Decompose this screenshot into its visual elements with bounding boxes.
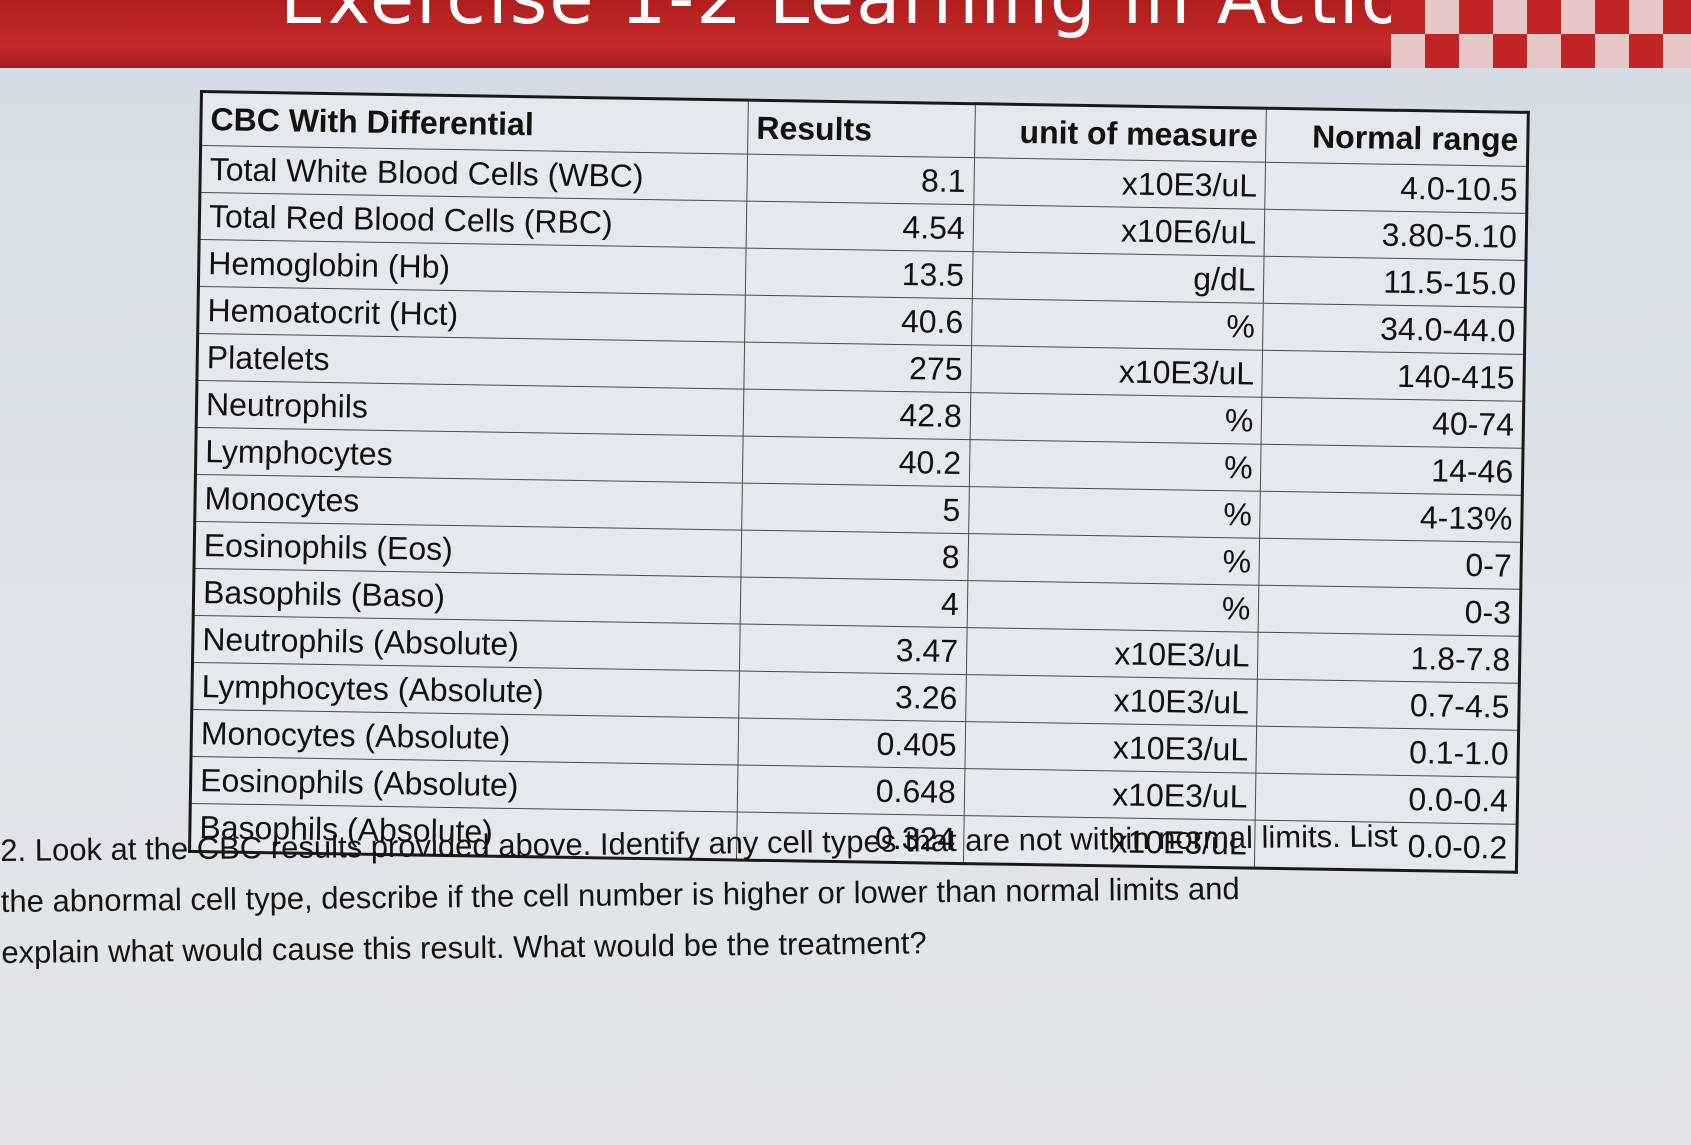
- row-normal-range: 34.0-44.0: [1262, 303, 1526, 355]
- row-test-name: Total White Blood Cells (WBC): [199, 145, 748, 202]
- row-result: 275: [743, 342, 972, 393]
- row-normal-range: 0.1-1.0: [1256, 726, 1519, 778]
- row-unit: x10E3/uL: [966, 627, 1259, 680]
- cbc-table: CBC With Differential Results unit of me…: [188, 90, 1530, 874]
- row-unit: x10E6/uL: [972, 204, 1266, 257]
- row-normal-range: 0.7-4.5: [1257, 679, 1520, 731]
- checker-decoration: [1391, 0, 1691, 68]
- row-unit: %: [971, 298, 1264, 351]
- row-result: 42.8: [743, 389, 971, 440]
- row-result: 0.648: [737, 765, 965, 816]
- row-normal-range: 11.5-15.0: [1263, 256, 1526, 308]
- row-test-name: Lymphocytes: [195, 427, 744, 484]
- row-normal-range: 14-46: [1260, 444, 1524, 496]
- row-test-name: Neutrophils (Absolute): [192, 615, 741, 672]
- row-test-name: Eosinophils (Eos): [193, 521, 742, 578]
- row-test-name: Hemoatocrit (Hct): [197, 286, 746, 343]
- row-result: 8: [740, 530, 969, 581]
- cbc-table-container: CBC With Differential Results unit of me…: [188, 90, 1530, 874]
- header-test-name: CBC With Differential: [200, 91, 749, 155]
- row-result: 8.1: [746, 154, 975, 205]
- row-unit: %: [967, 533, 1260, 586]
- row-test-name: Total Red Blood Cells (RBC): [199, 192, 747, 249]
- row-normal-range: 140-415: [1262, 350, 1525, 402]
- row-result: 4: [740, 577, 968, 628]
- row-test-name: Hemoglobin (Hb): [198, 239, 746, 296]
- row-unit: %: [969, 439, 1262, 492]
- row-unit: %: [968, 486, 1261, 539]
- row-test-name: Lymphocytes (Absolute): [191, 662, 740, 719]
- table-body: Total White Blood Cells (WBC) 8.1 x10E3/uL…: [189, 145, 1528, 873]
- row-normal-range: 0-7: [1259, 538, 1522, 590]
- row-result: 0.405: [737, 718, 966, 769]
- row-normal-range: 4-13%: [1259, 491, 1523, 543]
- row-result: 4.54: [745, 201, 974, 252]
- row-unit: x10E3/uL: [973, 157, 1266, 210]
- row-unit: x10E3/uL: [964, 721, 1258, 774]
- row-unit: x10E3/uL: [970, 345, 1263, 398]
- row-unit: g/dL: [972, 251, 1265, 304]
- row-result: 40.6: [744, 295, 973, 346]
- row-result: 3.26: [738, 671, 967, 722]
- row-result: 40.2: [742, 436, 970, 487]
- header-results: Results: [747, 100, 976, 158]
- row-unit: %: [969, 392, 1263, 445]
- row-unit: %: [966, 580, 1260, 633]
- header-unit: unit of measure: [974, 103, 1267, 163]
- row-test-name: Basophils (Baso): [193, 568, 741, 625]
- row-test-name: Monocytes: [194, 474, 743, 531]
- row-normal-range: 3.80-5.10: [1264, 209, 1527, 261]
- row-normal-range: 0-3: [1258, 585, 1521, 637]
- row-unit: x10E3/uL: [965, 674, 1258, 727]
- row-normal-range: 4.0-10.5: [1265, 162, 1528, 214]
- row-result: 13.5: [745, 248, 973, 299]
- slide-banner: Exercise 1-2 Learning in Action: [0, 0, 1691, 68]
- header-normal-range: Normal range: [1265, 108, 1529, 167]
- row-result: 5: [741, 483, 970, 534]
- row-test-name: Eosinophils (Absolute): [190, 756, 738, 813]
- row-normal-range: 1.8-7.8: [1257, 632, 1521, 684]
- row-test-name: Platelets: [196, 333, 745, 390]
- question-text: 2. Look at the CBC results provided abov…: [0, 808, 1662, 978]
- row-test-name: Monocytes (Absolute): [191, 709, 739, 766]
- slide-title: Exercise 1-2 Learning in Action: [280, 0, 1454, 40]
- row-test-name: Neutrophils: [196, 380, 744, 437]
- row-normal-range: 40-74: [1261, 397, 1524, 449]
- row-result: 3.47: [739, 624, 967, 675]
